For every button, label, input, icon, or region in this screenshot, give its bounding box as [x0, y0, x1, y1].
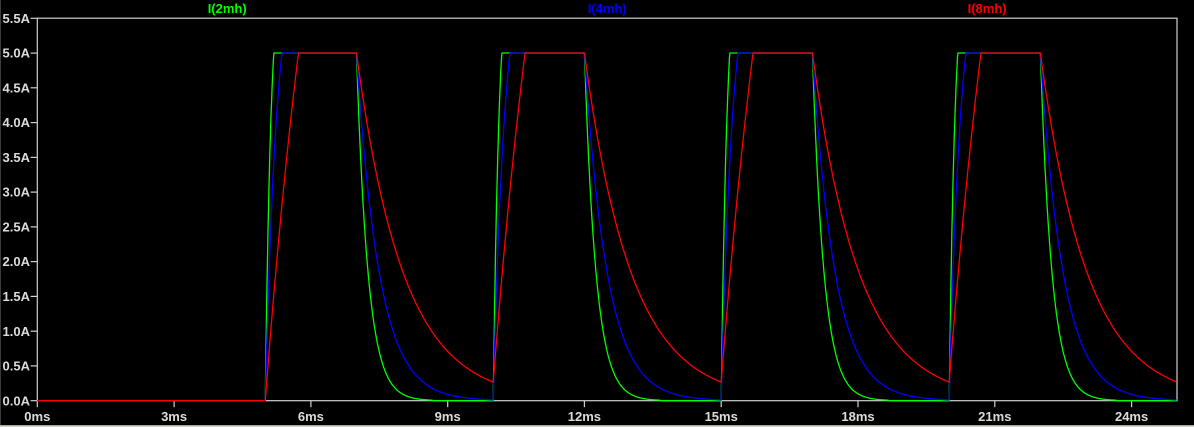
- svg-text:5.0A: 5.0A: [3, 46, 31, 61]
- svg-text:24ms: 24ms: [1115, 409, 1148, 424]
- svg-text:4.5A: 4.5A: [3, 80, 31, 95]
- svg-text:3.5A: 3.5A: [3, 150, 31, 165]
- svg-text:0.5A: 0.5A: [3, 359, 31, 374]
- svg-text:I(4mh): I(4mh): [588, 1, 627, 16]
- svg-text:3.0A: 3.0A: [3, 185, 31, 200]
- svg-text:1.5A: 1.5A: [3, 289, 31, 304]
- svg-text:0.0A: 0.0A: [3, 393, 31, 408]
- svg-text:0ms: 0ms: [24, 409, 50, 424]
- svg-text:I(2mh): I(2mh): [208, 1, 247, 16]
- svg-text:I(8mh): I(8mh): [968, 1, 1007, 16]
- svg-text:2.5A: 2.5A: [3, 220, 31, 235]
- svg-text:15ms: 15ms: [705, 409, 738, 424]
- svg-text:18ms: 18ms: [841, 409, 874, 424]
- svg-text:1.0A: 1.0A: [3, 324, 31, 339]
- svg-text:5.5A: 5.5A: [3, 11, 31, 26]
- svg-text:9ms: 9ms: [435, 409, 461, 424]
- svg-text:2.0A: 2.0A: [3, 254, 31, 269]
- svg-text:4.0A: 4.0A: [3, 115, 31, 130]
- svg-text:12ms: 12ms: [568, 409, 601, 424]
- svg-text:6ms: 6ms: [298, 409, 324, 424]
- svg-text:3ms: 3ms: [161, 409, 187, 424]
- svg-text:21ms: 21ms: [978, 409, 1011, 424]
